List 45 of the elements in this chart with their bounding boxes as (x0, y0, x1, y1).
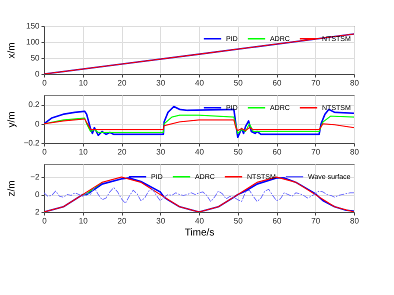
x-tick-label: 60 (272, 216, 282, 226)
x-tick-label: 40 (195, 78, 204, 88)
x-tick-label: 30 (156, 148, 166, 156)
x-tick-label: 20 (118, 78, 127, 88)
y-tick-label: 2 (35, 208, 40, 216)
x-tick-label: 60 (272, 78, 282, 88)
line-series (44, 187, 354, 204)
x-tick-label: 40 (195, 216, 204, 226)
x-tick-label: 30 (156, 78, 166, 88)
x-tick-label: 30 (156, 216, 166, 226)
x-axis-title: Time/s (184, 228, 214, 238)
x-tick-label: 10 (78, 216, 88, 226)
line-series (44, 114, 354, 134)
y-tick-label: 100 (26, 38, 40, 46)
y-axis-title: x/m (6, 42, 18, 59)
x-tick-label: 20 (118, 216, 127, 226)
y-tick-label: 150 (26, 22, 40, 30)
line-series (44, 106, 354, 138)
x-tick-label: 70 (311, 78, 321, 88)
x-tick-label: 80 (350, 216, 360, 226)
x-tick-label: 70 (311, 216, 321, 226)
x-tick-label: 50 (234, 216, 244, 226)
x-tick-label: 70 (311, 148, 321, 156)
x-tick-label: 80 (350, 148, 360, 156)
x-tick-label: 10 (78, 148, 88, 156)
y-tick-label: −2 (30, 172, 40, 182)
x-tick-label: 20 (118, 148, 127, 156)
x-tick-label: 50 (234, 78, 244, 88)
y-tick-label: 50 (30, 54, 40, 62)
y-axis-title: y/m (6, 111, 18, 128)
line-series (44, 118, 354, 132)
y-tick-label: 0 (35, 70, 40, 78)
x-tick-label: 60 (272, 148, 282, 156)
x-tick-label: 50 (234, 148, 244, 156)
x-tick-label: 0 (42, 216, 48, 226)
y-tick-label: 0 (35, 119, 40, 128)
y-axis-title: z/m (6, 180, 18, 197)
x-tick-label: 10 (78, 78, 88, 88)
x-tick-label: 40 (195, 148, 204, 156)
y-tick-label: 0.2 (28, 100, 40, 110)
x-tick-label: 0 (42, 148, 48, 156)
x-tick-label: 0 (42, 78, 48, 88)
x-tick-label: 80 (350, 78, 360, 88)
y-tick-label: 0 (35, 190, 40, 200)
y-tick-label: −0.2 (24, 138, 40, 148)
